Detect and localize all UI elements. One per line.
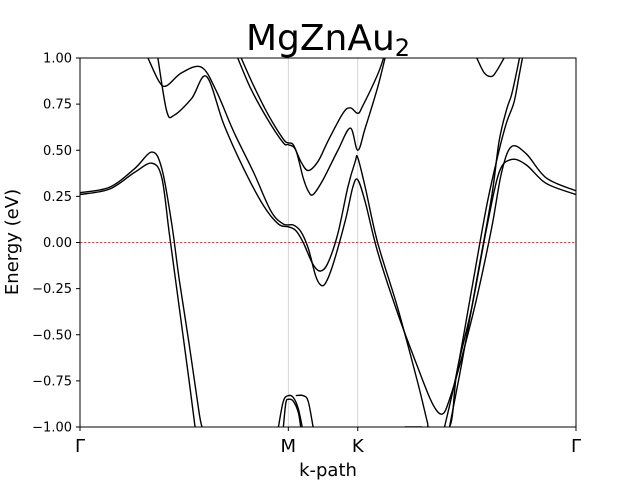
y-tick-label-7: −0.75	[32, 374, 72, 389]
kpoint-label-2: K	[352, 436, 365, 457]
band-1	[80, 162, 196, 427]
kpoint-label-1: M	[281, 436, 297, 457]
y-tick-label-5: −0.25	[32, 282, 72, 297]
chart-title-subscript: 2	[395, 34, 410, 62]
band-6	[476, 58, 505, 78]
chart-title-main: MgZnAu	[246, 18, 395, 59]
band-3	[157, 58, 576, 427]
chart-title: MgZnAu2	[246, 18, 410, 62]
kpoint-label-3: Γ	[571, 436, 581, 457]
kpoint-label-0: Γ	[75, 436, 85, 457]
x-axis-label: k-path	[299, 460, 357, 480]
y-axis-label: Energy (eV)	[2, 189, 23, 295]
bands-group	[80, 58, 576, 427]
band-5	[237, 58, 386, 196]
band-9	[282, 398, 302, 427]
band-0	[80, 151, 203, 427]
y-tick-label-1: 0.75	[43, 98, 72, 113]
y-tick-label-8: −1.00	[32, 421, 72, 436]
y-tick-label-6: −0.50	[32, 328, 72, 343]
y-tick-label-0: 1.00	[43, 52, 72, 67]
plot-area: 1.00 0.75 0.50 0.25 0.00 −0.25 −0.50 −0.75 −1.00…	[32, 52, 581, 458]
band-4	[240, 58, 385, 172]
band-12	[443, 58, 524, 427]
y-tick-label-3: 0.25	[43, 190, 72, 205]
band-11	[448, 58, 521, 427]
band-8	[277, 394, 303, 427]
band-10	[295, 394, 314, 427]
y-tick-label-2: 0.50	[43, 144, 72, 159]
y-tick-label-4: 0.00	[43, 236, 72, 251]
band-2	[147, 58, 576, 415]
